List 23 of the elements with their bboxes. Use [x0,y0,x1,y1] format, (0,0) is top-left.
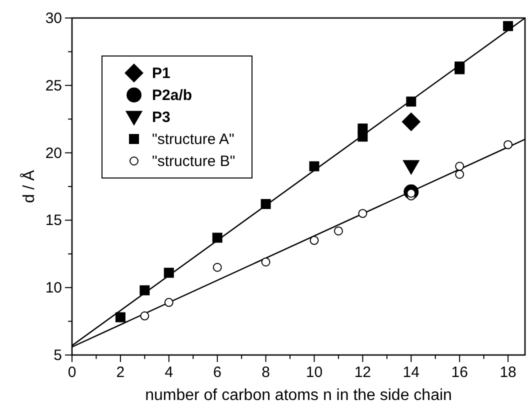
x-tick-label: 2 [116,364,125,381]
x-tick-label: 14 [402,364,420,381]
x-axis-title: number of carbon atoms n in the side chain [145,387,452,404]
y-tick-label: 15 [45,212,62,230]
x-tick-label: 12 [354,364,372,381]
legend-label: "structure A" [152,131,234,148]
x-tick-label: 18 [500,364,516,381]
x-tick-label: 0 [68,364,76,381]
legend-label: "structure B" [152,153,236,170]
legend-label: P1 [152,65,170,82]
y-tick-label: 25 [45,77,62,94]
y-axis-title: d / Å [20,170,38,203]
legend-label: P3 [152,109,170,126]
y-tick-label: 5 [54,347,62,364]
y-tick-label: 30 [45,10,62,27]
x-tick-label: 16 [451,364,468,381]
x-tick-label: 10 [306,364,323,381]
y-tick-label: 20 [45,144,62,162]
x-tick-label: 6 [213,364,222,381]
y-tick-label: 10 [45,280,62,297]
legend-label: P2a/b [152,87,192,104]
x-tick-label: 8 [262,364,270,381]
x-tick-label: 4 [164,364,174,381]
